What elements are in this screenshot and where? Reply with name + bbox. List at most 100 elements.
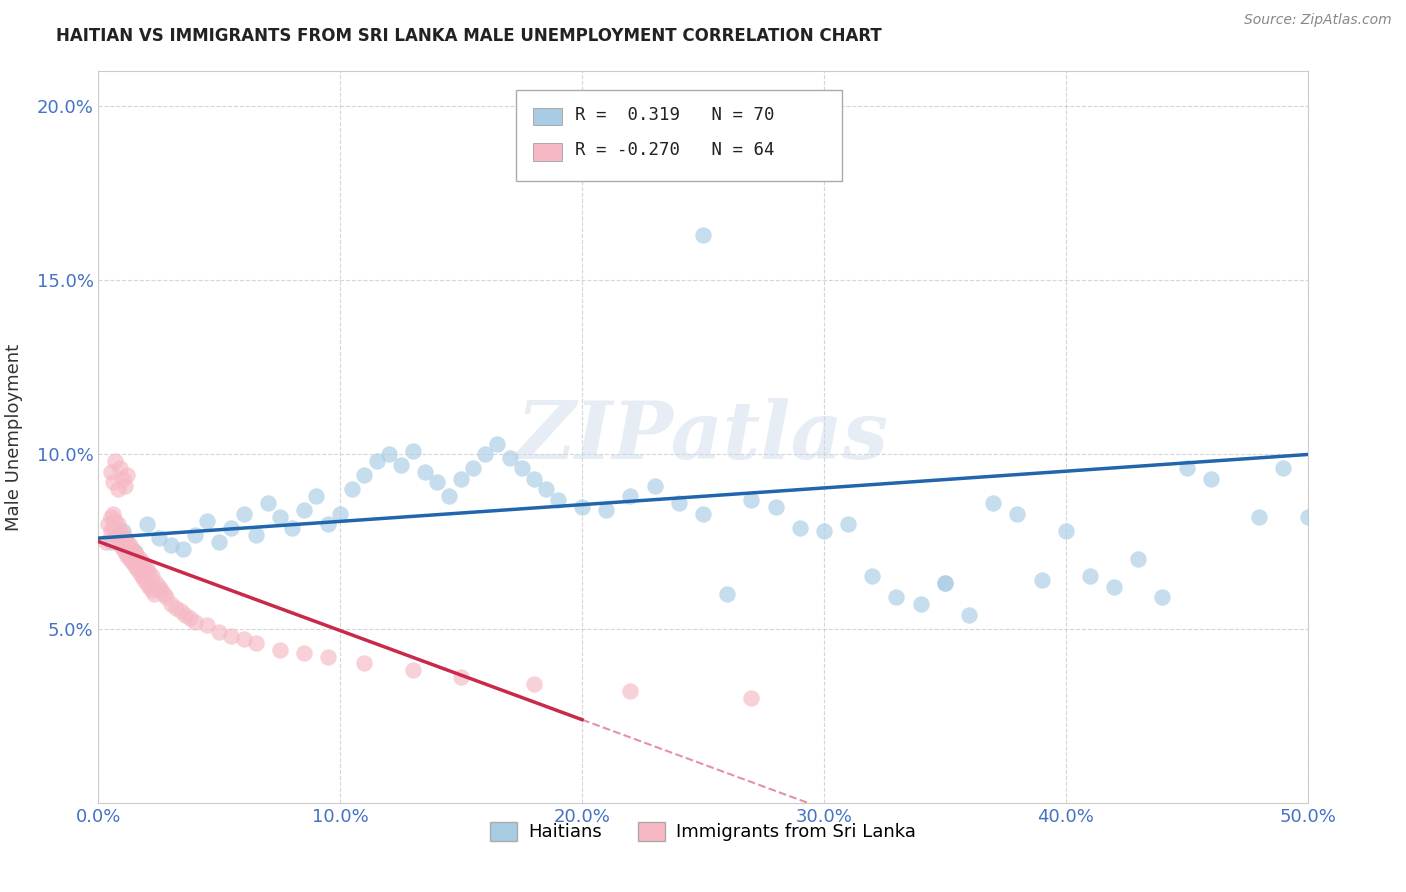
Point [292, 646, 315, 660]
Point [463, 461, 485, 475]
Point [692, 228, 714, 243]
Point [1078, 569, 1101, 583]
Point [316, 649, 339, 664]
Point [100, 534, 122, 549]
Point [148, 580, 170, 594]
Point [1296, 510, 1319, 524]
Point [174, 607, 197, 622]
Point [523, 677, 546, 691]
Point [534, 483, 557, 497]
Point [138, 580, 160, 594]
Point [1175, 461, 1198, 475]
Point [150, 583, 173, 598]
Point [377, 448, 399, 462]
Point [474, 448, 496, 462]
Point [342, 483, 364, 497]
Point [486, 437, 509, 451]
FancyBboxPatch shape [516, 90, 842, 181]
Point [145, 576, 167, 591]
Point [957, 607, 980, 622]
Point [134, 573, 156, 587]
Point [195, 618, 218, 632]
Point [117, 468, 139, 483]
Point [437, 489, 460, 503]
Point [143, 587, 166, 601]
Point [135, 562, 157, 576]
Point [292, 503, 315, 517]
Point [160, 538, 183, 552]
Point [111, 472, 134, 486]
Point [765, 500, 787, 514]
Point [886, 591, 908, 605]
Point [100, 524, 122, 538]
Point [813, 524, 835, 538]
Point [184, 615, 207, 629]
Point [595, 503, 617, 517]
Point [111, 541, 134, 556]
Point [124, 545, 146, 559]
Point [1031, 573, 1053, 587]
Point [108, 538, 131, 552]
Point [124, 545, 146, 559]
Legend: Haitians, Immigrants from Sri Lanka: Haitians, Immigrants from Sri Lanka [484, 814, 922, 848]
Point [141, 569, 163, 583]
Point [118, 538, 141, 552]
Point [245, 635, 267, 649]
Point [353, 468, 375, 483]
Point [402, 664, 425, 678]
Point [108, 524, 131, 538]
Point [256, 496, 278, 510]
Point [179, 611, 201, 625]
Point [101, 475, 124, 490]
Point [127, 562, 149, 576]
Point [155, 591, 177, 605]
Y-axis label: Male Unemployment: Male Unemployment [4, 343, 22, 531]
Text: R =  0.319   N = 70: R = 0.319 N = 70 [575, 106, 775, 124]
Text: HAITIAN VS IMMIGRANTS FROM SRI LANKA MALE UNEMPLOYMENT CORRELATION CHART: HAITIAN VS IMMIGRANTS FROM SRI LANKA MAL… [56, 27, 882, 45]
Point [426, 475, 449, 490]
Point [107, 531, 129, 545]
Point [668, 496, 690, 510]
Point [1152, 591, 1174, 605]
Point [789, 521, 811, 535]
Point [124, 558, 146, 573]
Point [160, 597, 183, 611]
Point [100, 465, 122, 479]
Point [1272, 461, 1295, 475]
Point [692, 507, 714, 521]
Point [134, 558, 156, 573]
Point [232, 632, 254, 646]
Point [498, 450, 520, 465]
Point [934, 576, 956, 591]
Text: Source: ZipAtlas.com: Source: ZipAtlas.com [1244, 13, 1392, 28]
Point [402, 444, 425, 458]
Point [121, 556, 143, 570]
Point [413, 465, 436, 479]
Point [104, 454, 127, 468]
Point [114, 545, 136, 559]
Point [450, 670, 472, 684]
Point [510, 461, 533, 475]
Point [111, 524, 134, 538]
Point [131, 556, 153, 570]
Point [232, 507, 254, 521]
Point [94, 534, 117, 549]
Point [1102, 580, 1125, 594]
Point [1249, 510, 1271, 524]
Point [281, 521, 304, 535]
Point [221, 629, 243, 643]
Point [450, 472, 472, 486]
FancyBboxPatch shape [533, 108, 561, 126]
Point [860, 569, 883, 583]
Point [934, 576, 956, 591]
Point [184, 527, 207, 541]
Point [127, 549, 149, 563]
Text: ZIPatlas: ZIPatlas [517, 399, 889, 475]
Point [305, 489, 328, 503]
Point [101, 507, 124, 521]
Point [107, 483, 129, 497]
Point [245, 527, 267, 541]
Point [100, 510, 122, 524]
Point [118, 552, 141, 566]
Point [523, 472, 546, 486]
